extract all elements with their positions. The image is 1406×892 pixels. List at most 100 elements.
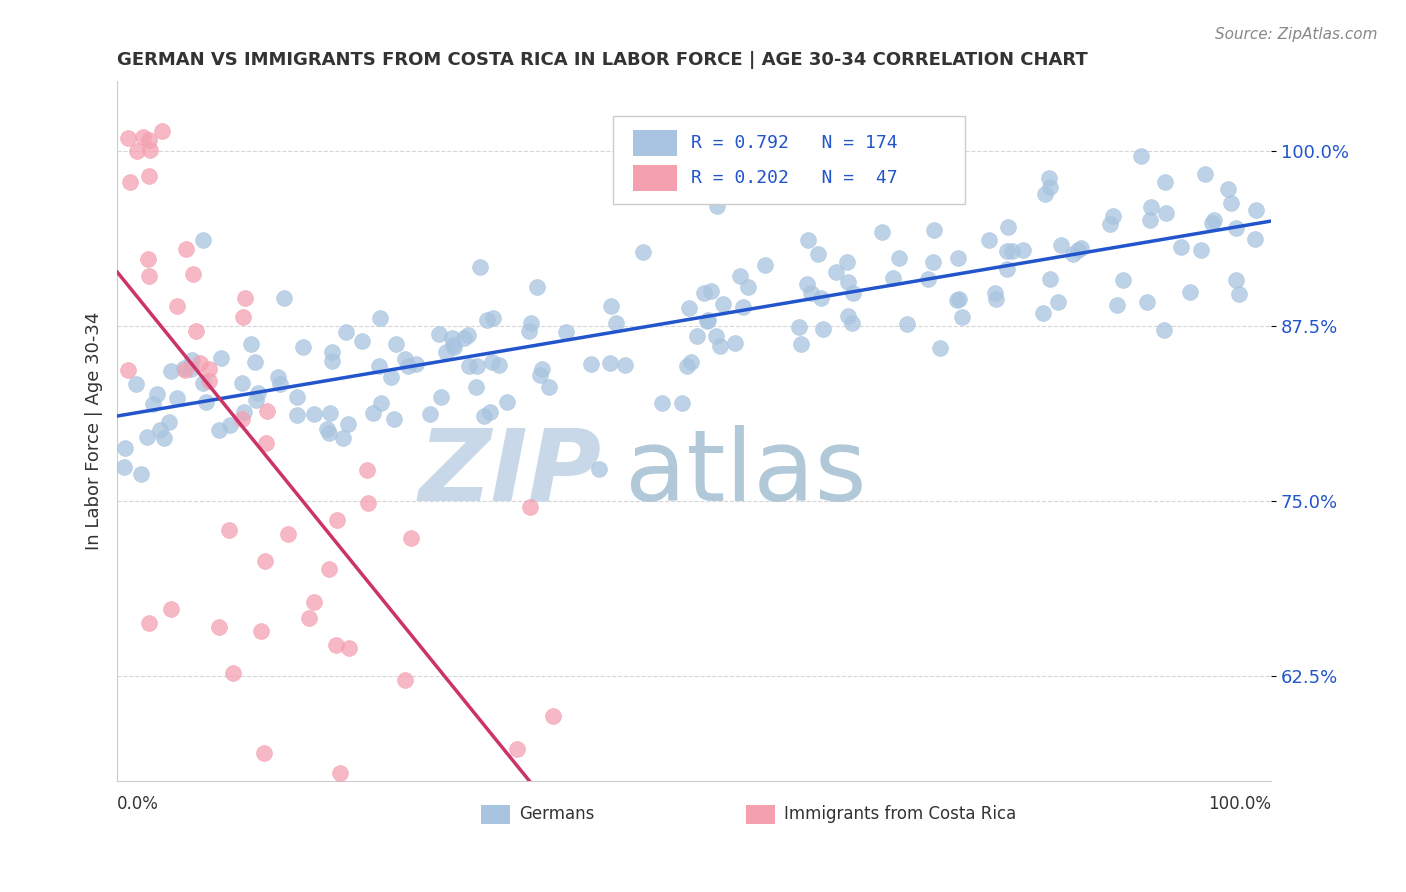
Point	[800, 286, 823, 301]
Point	[1189, 244, 1212, 258]
Point	[443, 340, 465, 354]
Point	[1225, 273, 1247, 287]
Point	[1102, 209, 1125, 223]
Point	[917, 272, 939, 286]
Point	[995, 244, 1018, 258]
Point	[1220, 195, 1243, 210]
Point	[1204, 212, 1226, 227]
Point	[191, 233, 214, 247]
Point	[1067, 243, 1090, 257]
Point	[837, 310, 859, 324]
Text: Source: ZipAtlas.com: Source: ZipAtlas.com	[1215, 27, 1378, 42]
Point	[321, 354, 343, 368]
Point	[997, 220, 1019, 235]
Point	[142, 397, 165, 411]
Point	[479, 405, 502, 419]
Point	[302, 595, 325, 609]
Point	[159, 602, 181, 616]
Point	[671, 396, 693, 410]
Point	[711, 297, 734, 311]
Point	[245, 355, 267, 369]
Point	[870, 225, 893, 239]
Point	[842, 285, 865, 300]
Point	[352, 334, 374, 348]
Point	[837, 275, 859, 289]
Point	[633, 245, 655, 260]
Point	[693, 286, 716, 301]
Point	[472, 409, 495, 424]
Point	[538, 380, 561, 394]
Point	[405, 357, 427, 371]
Point	[1201, 216, 1223, 230]
Point	[599, 356, 621, 370]
Point	[138, 169, 160, 183]
Point	[1178, 285, 1201, 300]
Point	[325, 638, 347, 652]
Point	[946, 293, 969, 307]
Point	[1156, 206, 1178, 220]
Text: R = 0.202   N =  47: R = 0.202 N = 47	[690, 169, 897, 187]
Point	[1129, 149, 1152, 163]
Point	[696, 314, 718, 328]
Point	[117, 131, 139, 145]
Point	[457, 359, 479, 374]
Point	[318, 562, 340, 576]
Point	[396, 359, 419, 373]
Point	[208, 620, 231, 634]
Point	[222, 665, 245, 680]
Point	[382, 412, 405, 426]
Point	[302, 408, 325, 422]
Point	[318, 425, 340, 440]
Point	[790, 337, 813, 351]
Point	[1140, 200, 1163, 214]
Point	[1099, 217, 1122, 231]
Point	[256, 403, 278, 417]
Point	[120, 175, 142, 189]
Point	[477, 313, 499, 327]
Point	[232, 310, 254, 324]
Point	[125, 376, 148, 391]
Point	[1047, 295, 1070, 310]
Point	[233, 291, 256, 305]
Point	[269, 376, 291, 391]
Point	[319, 406, 342, 420]
Point	[138, 133, 160, 147]
Point	[316, 422, 339, 436]
Point	[1012, 243, 1035, 257]
Point	[153, 431, 176, 445]
Point	[728, 269, 751, 284]
Point	[326, 513, 349, 527]
Point	[465, 380, 488, 394]
Point	[253, 746, 276, 760]
Point	[699, 285, 721, 299]
Point	[363, 406, 385, 420]
Point	[336, 417, 359, 432]
Point	[1153, 323, 1175, 337]
Point	[896, 317, 918, 331]
Point	[465, 359, 488, 373]
Point	[678, 301, 700, 315]
Point	[588, 462, 610, 476]
Point	[285, 390, 308, 404]
Point	[733, 300, 755, 314]
Point	[882, 271, 904, 285]
Point	[385, 336, 408, 351]
Text: ZIP: ZIP	[419, 425, 602, 522]
FancyBboxPatch shape	[633, 129, 676, 156]
Point	[125, 144, 148, 158]
Point	[174, 362, 197, 376]
Point	[250, 624, 273, 638]
Point	[427, 326, 450, 341]
Point	[995, 262, 1018, 277]
Point	[614, 359, 637, 373]
Point	[697, 312, 720, 326]
Point	[370, 395, 392, 409]
Point	[277, 526, 299, 541]
Point	[267, 369, 290, 384]
Point	[1154, 175, 1177, 189]
Point	[453, 331, 475, 345]
Point	[441, 337, 464, 351]
Point	[1050, 238, 1073, 252]
Point	[367, 359, 389, 373]
Point	[368, 311, 391, 326]
